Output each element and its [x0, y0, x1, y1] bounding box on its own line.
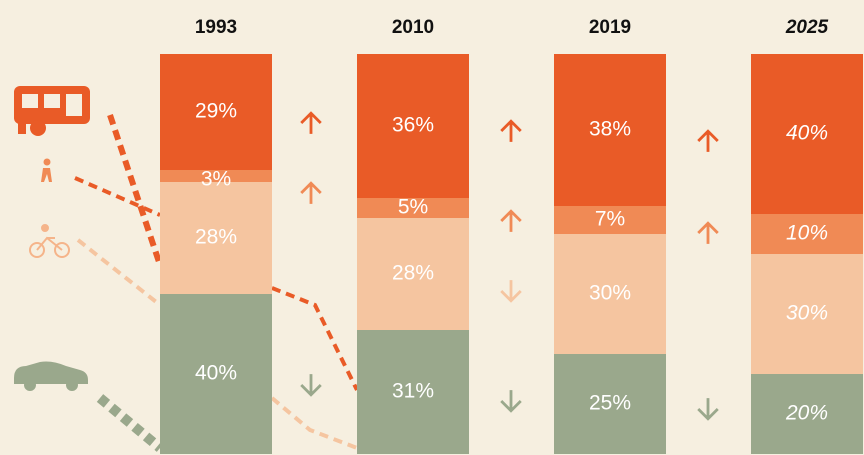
bar-segment [554, 234, 666, 354]
bar-segment [751, 54, 863, 214]
bar-segment [554, 54, 666, 206]
value-label: 3% [201, 168, 231, 191]
x-tick-label: 1993 [195, 17, 237, 38]
mode-icons [14, 86, 90, 391]
value-label: 30% [786, 302, 828, 325]
value-label: 10% [786, 222, 828, 245]
bar-segment [160, 182, 272, 294]
value-label: 40% [195, 362, 237, 385]
bar-segment [554, 354, 666, 454]
bar-segment [160, 170, 272, 182]
bar-segment [357, 54, 469, 198]
value-label: 40% [786, 122, 828, 145]
value-label: 38% [589, 118, 631, 141]
value-label: 28% [392, 262, 434, 285]
bar-segment [751, 374, 863, 454]
bar-segment [751, 214, 863, 254]
value-label: 29% [195, 100, 237, 123]
value-label: 25% [589, 392, 631, 415]
x-tick-label: 2010 [392, 17, 434, 38]
value-label: 30% [589, 282, 631, 305]
value-label: 36% [392, 114, 434, 137]
bar-segment [751, 254, 863, 374]
value-label: 28% [195, 226, 237, 249]
bar-segment [160, 54, 272, 170]
bar-segment [357, 218, 469, 330]
value-label: 31% [392, 380, 434, 403]
bar-segment [357, 330, 469, 454]
value-label: 20% [785, 402, 828, 425]
bar-segment [160, 294, 272, 454]
bar-segment [554, 206, 666, 234]
decoration [74, 114, 359, 452]
x-tick-label: 2019 [589, 17, 631, 38]
value-label: 5% [398, 196, 428, 219]
bar-segment [357, 198, 469, 218]
value-label: 7% [595, 208, 625, 231]
x-tick-label: 2025 [785, 17, 829, 38]
